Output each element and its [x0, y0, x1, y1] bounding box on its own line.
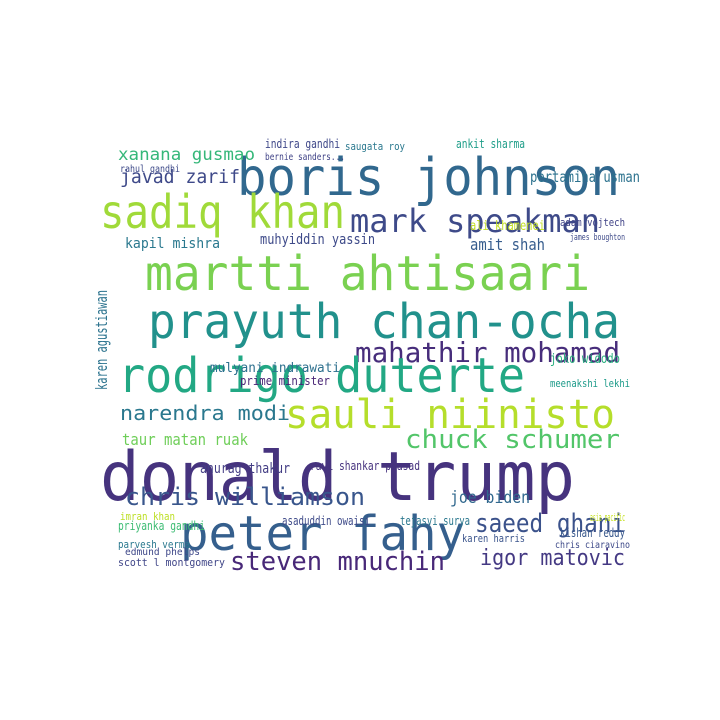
word: donald trump: [100, 438, 575, 517]
word: bernie sanders...: [265, 152, 345, 163]
word: kishan reddy: [560, 526, 625, 540]
word: ravi shankar prasad: [310, 459, 420, 473]
word: meenakshi lekhi: [550, 377, 630, 390]
word: amit shah: [470, 235, 545, 254]
word: sadiq khan: [100, 185, 345, 239]
word: priyanka gandhi: [118, 519, 205, 533]
word: james boughton: [570, 233, 625, 243]
word: chris ciaravino: [555, 540, 630, 551]
word: chuck schumer: [405, 425, 620, 455]
word: steven mnuchin: [230, 547, 445, 577]
word: prayuth chan-ocha: [148, 294, 620, 350]
word: karen harris: [462, 532, 525, 545]
word: igor matovic: [480, 546, 625, 571]
word: pertamina usman: [530, 168, 640, 186]
word: edmund phelps: [125, 547, 200, 558]
word: sauli niinisto: [285, 392, 615, 438]
word: ankit sharma: [456, 137, 525, 151]
word: karen agustiawan: [92, 290, 111, 390]
word: tejasvi surya: [400, 514, 470, 528]
word: rodrigo duterte: [118, 348, 525, 404]
word: asia pacific: [590, 511, 625, 524]
word: narendra modi: [120, 401, 290, 425]
word: asaduddin owaisi: [282, 514, 370, 528]
word: scott l montgomery: [118, 556, 225, 569]
word: ali khamenei: [470, 219, 545, 234]
word: rahul gandhi: [120, 164, 180, 175]
word: indira gandhi: [265, 137, 340, 151]
word: imran khan: [120, 510, 175, 523]
word: prime minister: [240, 374, 330, 388]
word: chris williamson: [125, 483, 365, 511]
word: xanana gusmao: [118, 145, 255, 165]
word: muhyiddin yassin: [260, 232, 375, 248]
word: joko widodo: [550, 352, 620, 367]
word: saeed ghani: [475, 509, 625, 539]
word: martti ahtisaari: [145, 246, 590, 302]
word: saugata roy: [345, 140, 405, 153]
word: mark speakman: [350, 202, 600, 240]
word: mahathir mohamad: [355, 336, 620, 369]
word: adam vojtech: [560, 216, 625, 229]
word: boris johnson: [237, 148, 620, 208]
word: parvesh verma: [118, 538, 190, 551]
word: peter fahy: [180, 506, 465, 562]
word: javad zarif: [120, 166, 240, 188]
word: joe biden: [450, 488, 530, 508]
word: anurag thakur: [200, 461, 290, 477]
word: taur matan ruak: [122, 430, 248, 449]
word: kapil mishra: [125, 236, 220, 252]
word: mulyani indrawati: [210, 361, 340, 376]
